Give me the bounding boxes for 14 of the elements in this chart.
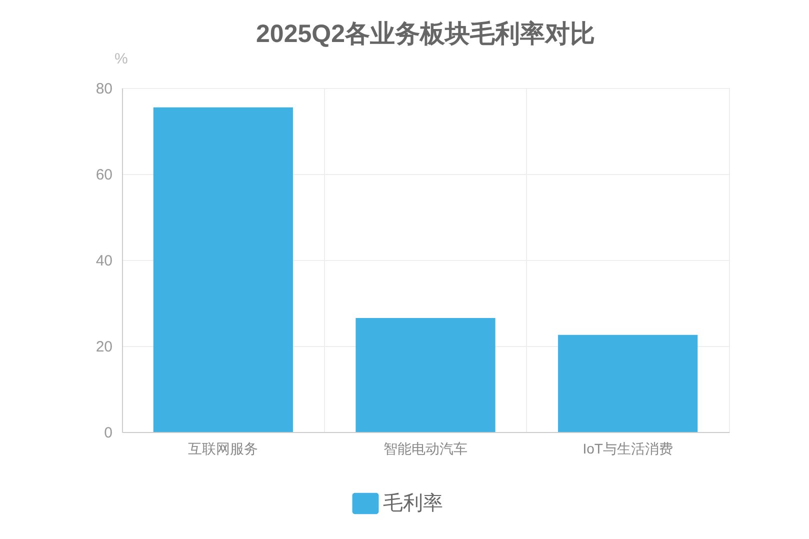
chart-title: 2025Q2各业务板块毛利率对比 (256, 20, 595, 48)
y-tick-label: 0 (104, 424, 112, 442)
y-tick-label: 80 (96, 80, 112, 98)
y-tick-label: 40 (96, 252, 112, 270)
x-tick-label: 互联网服务 (188, 440, 258, 456)
legend-label: 毛利率 (383, 492, 443, 514)
x-tick-label: 智能电动汽车 (384, 440, 468, 456)
x-tick-label: IoT与生活消费 (582, 440, 673, 456)
bar (153, 107, 293, 432)
bar (356, 318, 496, 432)
y-tick-label: 20 (96, 338, 112, 356)
y-axis-title: % (114, 50, 128, 68)
bar (558, 334, 698, 432)
y-tick-label: 60 (96, 166, 112, 184)
